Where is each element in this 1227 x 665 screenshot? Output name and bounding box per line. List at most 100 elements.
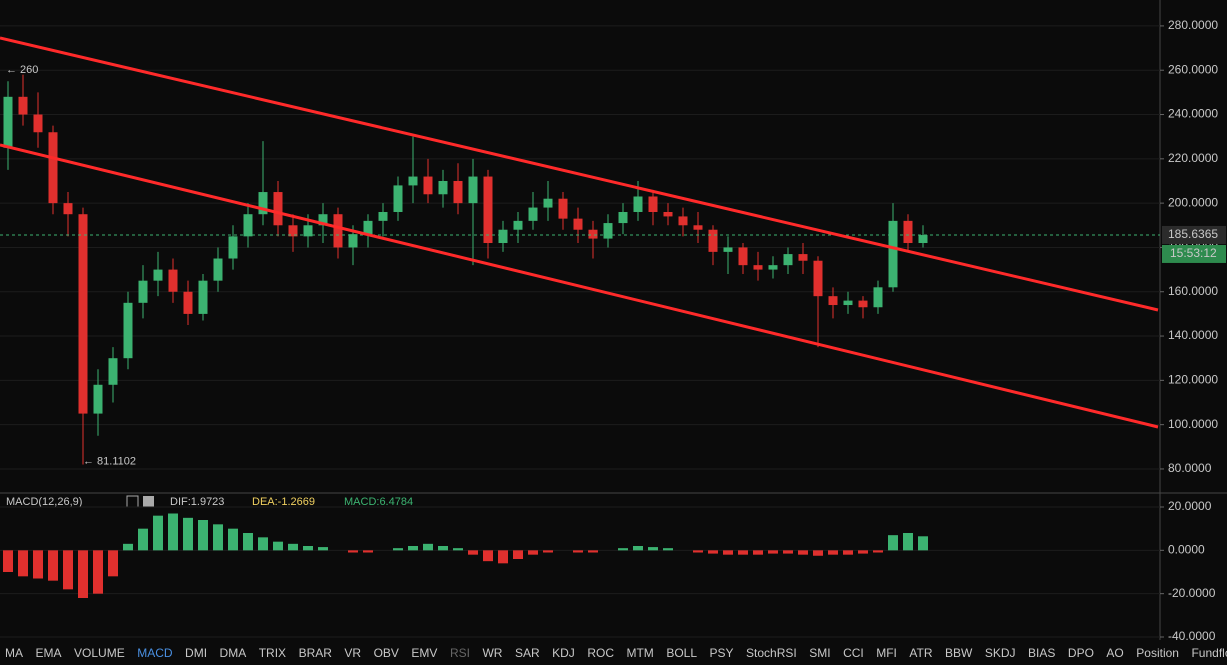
candle-body <box>393 185 403 212</box>
candle-body <box>843 300 853 306</box>
macd-bar <box>648 547 658 551</box>
indicator-tab[interactable]: Position <box>1136 646 1179 660</box>
macd-bar <box>363 550 373 553</box>
indicator-tab[interactable]: WR <box>482 646 503 660</box>
candle-body <box>213 258 223 281</box>
macd-bar <box>228 528 238 551</box>
candle-body <box>333 214 343 248</box>
indicator-tab[interactable]: CCI <box>843 646 864 660</box>
candle-body <box>33 114 43 133</box>
macd-bar <box>783 550 793 554</box>
candle-body <box>378 211 388 221</box>
candle-body <box>888 220 898 288</box>
macd-bar <box>108 550 118 577</box>
macd-bar <box>288 543 298 551</box>
macd-bar <box>693 550 703 553</box>
macd-bar <box>468 550 478 555</box>
candle-body <box>498 229 508 244</box>
indicator-tab[interactable]: MTM <box>626 646 654 660</box>
indicator-tab[interactable]: VR <box>344 646 362 660</box>
candle-body <box>723 247 733 252</box>
candle-body <box>438 180 448 195</box>
candle-body <box>153 269 163 281</box>
candle-body <box>228 236 238 259</box>
macd-bar <box>18 550 28 577</box>
candle-body <box>708 229 718 252</box>
indicator-tab[interactable]: Fundflow <box>1191 646 1227 660</box>
indicator-tab[interactable]: ROC <box>587 646 614 660</box>
candle-body <box>573 218 583 230</box>
dea-label: DEA:-1.2669 <box>252 496 315 508</box>
macd-bar <box>903 533 913 551</box>
macd-bar <box>183 517 193 551</box>
y-tick-label: 140.0000 <box>1168 328 1218 342</box>
indicator-tab[interactable]: RSI <box>449 646 470 660</box>
y-tick-label: -20.0000 <box>1168 586 1216 600</box>
candle-body <box>753 265 763 270</box>
macd-bar <box>528 550 538 555</box>
indicator-tab[interactable]: MFI <box>876 646 897 660</box>
indicator-tab[interactable]: StochRSI <box>746 646 797 660</box>
macd-bar <box>888 535 898 551</box>
macd-bar <box>633 546 643 551</box>
indicator-tab[interactable]: BOLL <box>666 646 697 660</box>
candle-body <box>453 180 463 204</box>
indicator-tab[interactable]: ATR <box>909 646 933 660</box>
candle-body <box>93 384 103 414</box>
indicator-tab[interactable]: SKDJ <box>984 646 1016 660</box>
macd-bar <box>828 550 838 555</box>
indicator-tab[interactable]: OBV <box>373 646 399 660</box>
macd-bar <box>513 550 523 559</box>
macd-bar <box>483 550 493 562</box>
indicator-tab[interactable]: MA <box>5 646 23 660</box>
candle-body <box>243 214 253 237</box>
indicator-tab[interactable]: MACD <box>137 646 173 660</box>
candle-body <box>873 287 883 308</box>
macd-bar <box>753 550 763 555</box>
indicator-tab[interactable]: AO <box>1106 646 1124 660</box>
indicator-tab[interactable]: BBW <box>945 646 973 660</box>
macd-bar <box>138 528 148 551</box>
candle-body <box>618 211 628 224</box>
indicator-tab[interactable]: BIAS <box>1028 646 1056 660</box>
macd-bar <box>723 550 733 555</box>
macd-bar <box>813 550 823 556</box>
indicator-tab[interactable]: EMV <box>411 646 438 660</box>
indicator-tab[interactable]: KDJ <box>552 646 575 660</box>
y-tick-label: 160.0000 <box>1168 284 1218 298</box>
candle-body <box>513 220 523 230</box>
candle-body <box>828 296 838 306</box>
candle-body <box>168 269 178 292</box>
y-tick-label: 220.0000 <box>1168 151 1218 165</box>
indicator-tab[interactable]: EMA <box>35 646 62 660</box>
indicator-tab[interactable]: PSY <box>709 646 734 660</box>
macd-bar <box>318 547 328 551</box>
countdown-label: 15:53:12 <box>1170 246 1217 260</box>
candle-body <box>18 96 28 115</box>
candle-body <box>348 234 358 248</box>
macd-bar <box>918 536 928 551</box>
y-tick-label: 100.0000 <box>1168 417 1218 431</box>
candle-body <box>558 198 568 219</box>
y-tick-label: 80.0000 <box>1168 461 1212 475</box>
trend-line <box>0 143 1159 429</box>
indicator-tab[interactable]: DPO <box>1067 646 1094 660</box>
indicator-tab[interactable]: SMI <box>809 646 831 660</box>
indicator-tab[interactable]: BRAR <box>298 646 332 660</box>
macd-value-label: MACD:6.4784 <box>344 496 413 508</box>
macd-bar <box>153 515 163 551</box>
indicator-tab[interactable]: SAR <box>514 646 540 660</box>
indicator-tab[interactable]: TRIX <box>258 646 287 660</box>
indicator-tab[interactable]: VOLUME <box>74 646 125 660</box>
macd-bar <box>663 548 673 551</box>
candle-body <box>123 302 133 359</box>
candle-body <box>78 214 88 414</box>
macd-bar <box>348 550 358 553</box>
indicator-tab[interactable]: DMI <box>185 646 208 660</box>
candle-body <box>3 96 13 148</box>
close-icon[interactable] <box>143 496 154 507</box>
indicator-tab[interactable]: DMA <box>219 646 247 660</box>
candle-body <box>693 225 703 230</box>
candle-body <box>813 260 823 297</box>
